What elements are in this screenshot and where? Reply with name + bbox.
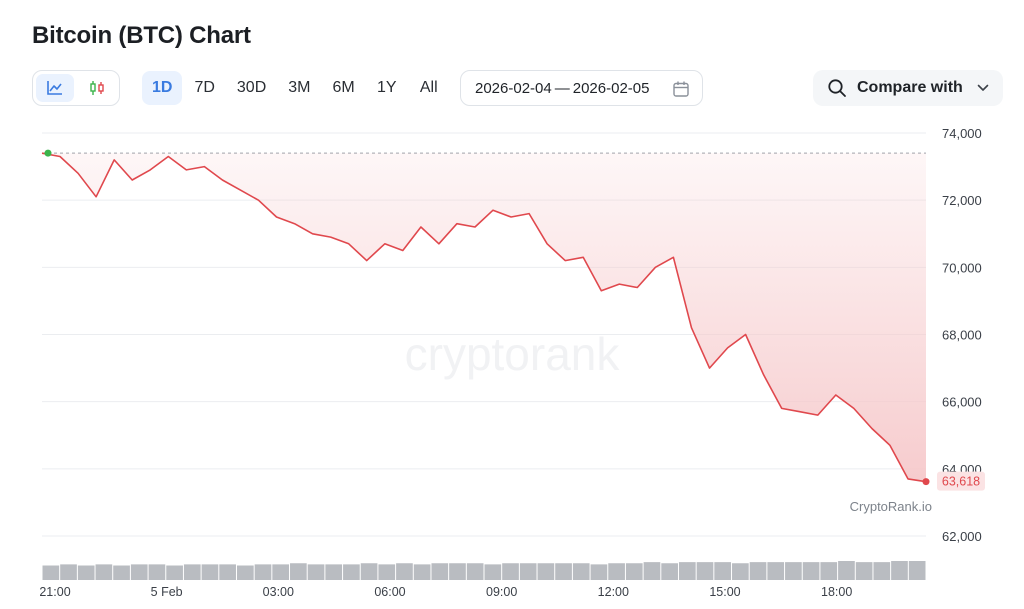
page-title: Bitcoin (BTC) Chart [32, 22, 251, 49]
volume-bar [502, 563, 519, 580]
x-tick-label: 09:00 [486, 585, 517, 599]
volume-bar [678, 562, 696, 580]
last-price-label: 63,618 [942, 475, 980, 489]
volume-bar [785, 562, 802, 580]
y-tick-label: 68,000 [942, 328, 982, 343]
volume-bar [714, 562, 732, 580]
volume-bar [732, 563, 749, 580]
volume-bar [378, 564, 396, 580]
volume-bar [749, 562, 767, 580]
watermark: cryptorank [405, 328, 621, 380]
date-range-picker[interactable]: 2026-02-04 — 2026-02-05 [460, 70, 703, 106]
volume-bar [908, 561, 926, 580]
volume-bar [873, 562, 891, 580]
compare-with-button[interactable]: Compare with [813, 70, 1003, 106]
candlestick-icon [90, 81, 104, 95]
candlestick-chart-button[interactable] [78, 74, 116, 102]
volume-bar [484, 564, 502, 580]
volume-bar [130, 564, 148, 580]
source-label: CryptoRank.io [850, 499, 932, 514]
last-price-dot [922, 478, 930, 486]
volume-bar [201, 564, 219, 580]
y-tick-label: 62,000 [942, 529, 982, 544]
chevron-down-icon [977, 84, 989, 91]
volume-bar [608, 563, 625, 580]
y-tick-label: 70,000 [942, 260, 982, 275]
volume-bar [290, 563, 307, 580]
y-tick-label: 72,000 [942, 193, 982, 208]
range-button-1d[interactable]: 1D [142, 71, 183, 105]
volume-bar [183, 564, 201, 580]
volume-bar [95, 564, 113, 580]
volume-bar [413, 564, 431, 580]
volume-bar [42, 565, 60, 580]
volume-bar [661, 563, 678, 580]
volume-bar [431, 563, 449, 580]
range-button-1y[interactable]: 1Y [376, 79, 397, 96]
x-tick-label: 12:00 [598, 585, 629, 599]
volume-bar [855, 562, 873, 580]
volume-bar [838, 561, 855, 580]
volume-bar [449, 563, 466, 580]
volume-bar [148, 564, 166, 580]
x-tick-label: 15:00 [709, 585, 740, 599]
volume-bar [272, 564, 290, 580]
range-button-30d[interactable]: 30D [236, 79, 267, 96]
volume-bar [360, 563, 378, 580]
date-end: 2026-02-05 [572, 79, 650, 97]
volume-bar [236, 565, 254, 580]
volume-bar [767, 562, 785, 580]
volume-bar [254, 564, 272, 580]
x-tick-label: 18:00 [821, 585, 852, 599]
volume-bar [891, 561, 908, 580]
volume-bar [396, 563, 413, 580]
volume-bar [590, 564, 608, 580]
compare-with-label: Compare with [857, 79, 963, 96]
chart-type-toggle [32, 70, 120, 106]
y-tick-label: 66,000 [942, 395, 982, 410]
volume-bar [466, 563, 484, 580]
date-separator: — [554, 79, 570, 97]
line-chart-button[interactable] [36, 74, 74, 102]
range-button-all[interactable]: All [419, 79, 438, 96]
price-line-series[interactable] [41, 152, 927, 483]
volume-bar [60, 564, 77, 580]
x-tick-label: 21:00 [39, 585, 70, 599]
volume-bar [166, 565, 183, 580]
volume-bar [77, 565, 95, 580]
range-button-6m[interactable]: 6M [332, 79, 355, 96]
volume-bar [625, 563, 643, 580]
volume-bar [802, 562, 820, 580]
range-button-3m[interactable]: 3M [288, 79, 311, 96]
volume-bar [519, 563, 537, 580]
volume-bar [343, 564, 360, 580]
line-chart-icon [47, 81, 62, 95]
price-area-fill [42, 153, 926, 482]
volume-bar [643, 562, 661, 580]
chart-toolbar: 1D 7D 30D 3M 6M 1Y All 2026-02-04 — 2026-02-05… [32, 70, 1004, 108]
volume-bar [555, 563, 572, 580]
date-start: 2026-02-04 [475, 79, 552, 97]
search-icon [828, 79, 846, 97]
x-tick-label: 03:00 [263, 585, 294, 599]
start-price-dot [44, 149, 52, 157]
y-tick-label: 74,000 [942, 126, 982, 141]
volume-bar [537, 563, 555, 580]
volume-bar [219, 564, 236, 580]
calendar-icon [673, 81, 689, 97]
time-range-selector: 1D 7D 30D 3M 6M 1Y All [142, 70, 449, 106]
volume-bar [113, 565, 130, 580]
volume-bar [572, 563, 590, 580]
x-tick-label: 06:00 [374, 585, 405, 599]
last-price-badge [937, 471, 985, 491]
range-button-7d[interactable]: 7D [194, 79, 215, 96]
volume-bar [820, 562, 838, 580]
volume-bar [307, 564, 325, 580]
volume-bar [325, 564, 343, 580]
x-tick-label: 5 Feb [151, 585, 183, 599]
volume-bar [696, 562, 714, 580]
